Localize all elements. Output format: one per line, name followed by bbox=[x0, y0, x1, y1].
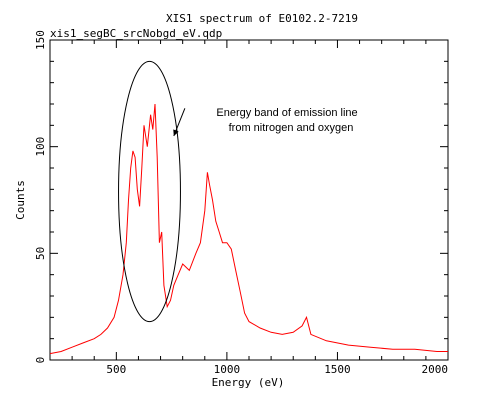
chart-title: XIS1 spectrum of E0102.2-7219 bbox=[166, 12, 358, 25]
y-tick-label: 50 bbox=[34, 247, 47, 260]
x-tick-label: 2000 bbox=[422, 363, 449, 376]
annotation-ellipse bbox=[118, 60, 181, 323]
axis-ticks bbox=[50, 39, 449, 360]
y-tick-label: 0 bbox=[34, 357, 47, 364]
y-tick-label: 100 bbox=[34, 137, 47, 157]
x-axis-label: Energy (eV) bbox=[212, 376, 285, 389]
annotation-text-line-1: Energy band of emission line bbox=[216, 107, 357, 119]
y-tick-labels: 0 50 100 150 bbox=[34, 30, 47, 363]
annotation-text-line-2: from nitrogen and oxygen bbox=[229, 122, 354, 134]
chart-subtitle: xis1_segBC_srcNobgd_eV.qdp bbox=[50, 27, 222, 40]
x-tick-label: 1500 bbox=[324, 363, 351, 376]
x-tick-labels: 500 1000 1500 2000 bbox=[106, 363, 448, 376]
x-tick-label: 1000 bbox=[214, 363, 241, 376]
spectrum-series-line bbox=[49, 103, 448, 355]
annotation-arrow bbox=[173, 108, 186, 137]
y-tick-label: 150 bbox=[34, 30, 47, 50]
y-axis-label: Counts bbox=[14, 180, 27, 220]
plot-frame bbox=[49, 39, 449, 361]
x-tick-label: 500 bbox=[106, 363, 126, 376]
